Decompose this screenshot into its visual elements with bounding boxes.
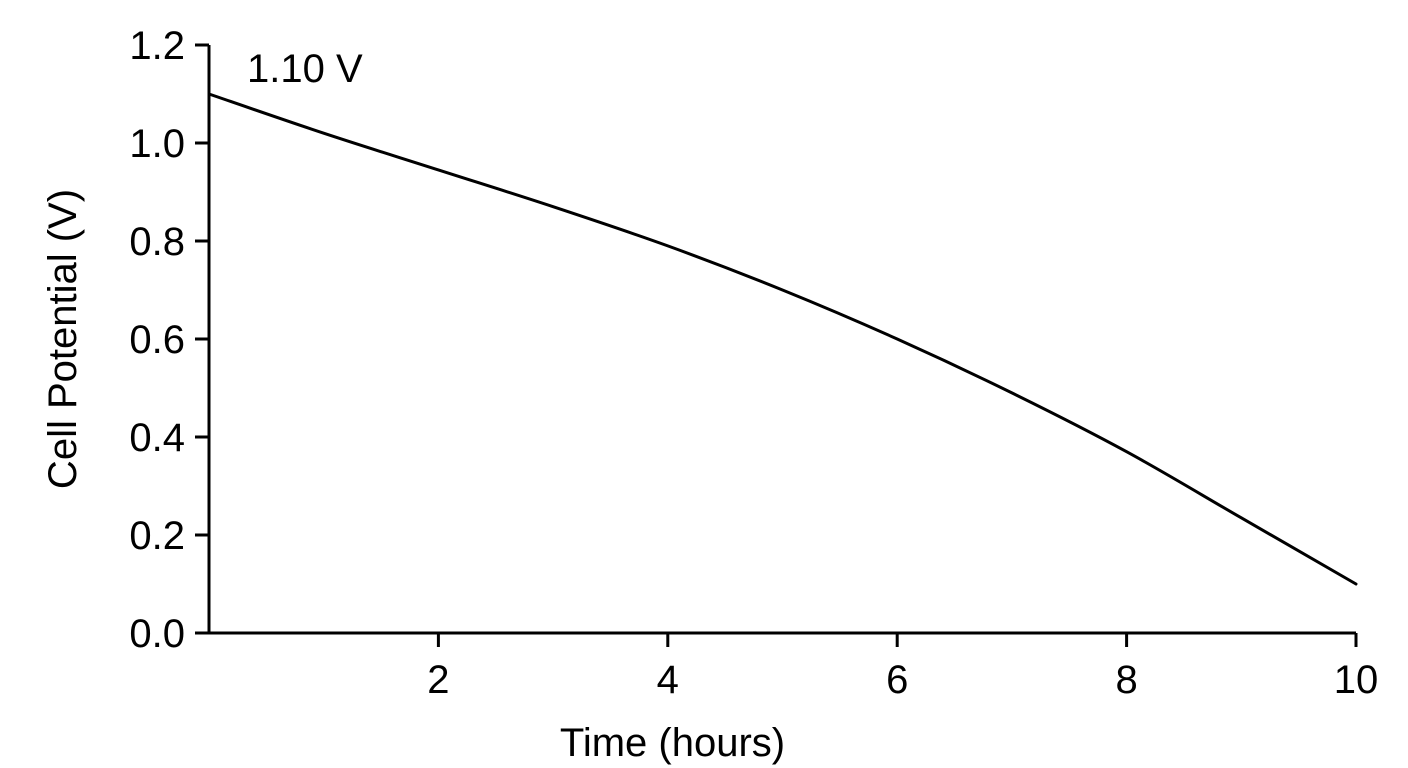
y-tick-label: 1.2	[129, 24, 185, 68]
y-axis-label: Cell Potential (V)	[41, 189, 85, 489]
x-tick-label: 8	[1115, 658, 1137, 702]
y-tick-label: 0.2	[129, 514, 185, 558]
x-axis-ticks: 2 4 6 8 10	[427, 633, 1378, 702]
cell-potential-line	[207, 92, 1358, 586]
y-tick-label: 0.8	[129, 220, 185, 264]
initial-potential-annotation: 1.10 V	[247, 47, 363, 91]
x-tick-label: 2	[427, 658, 449, 702]
y-axis-ticks: 0.0 0.2 0.4 0.6 0.8 1.0 1.2	[129, 24, 209, 656]
y-tick-label: 0.6	[129, 318, 185, 362]
x-axis-label: Time (hours)	[560, 721, 785, 765]
y-tick-label: 1.0	[129, 122, 185, 166]
x-tick-label: 10	[1334, 658, 1379, 702]
y-tick-label: 0.4	[129, 416, 185, 460]
x-tick-label: 4	[657, 658, 679, 702]
y-tick-label: 0.0	[129, 612, 185, 656]
x-tick-label: 6	[886, 658, 908, 702]
